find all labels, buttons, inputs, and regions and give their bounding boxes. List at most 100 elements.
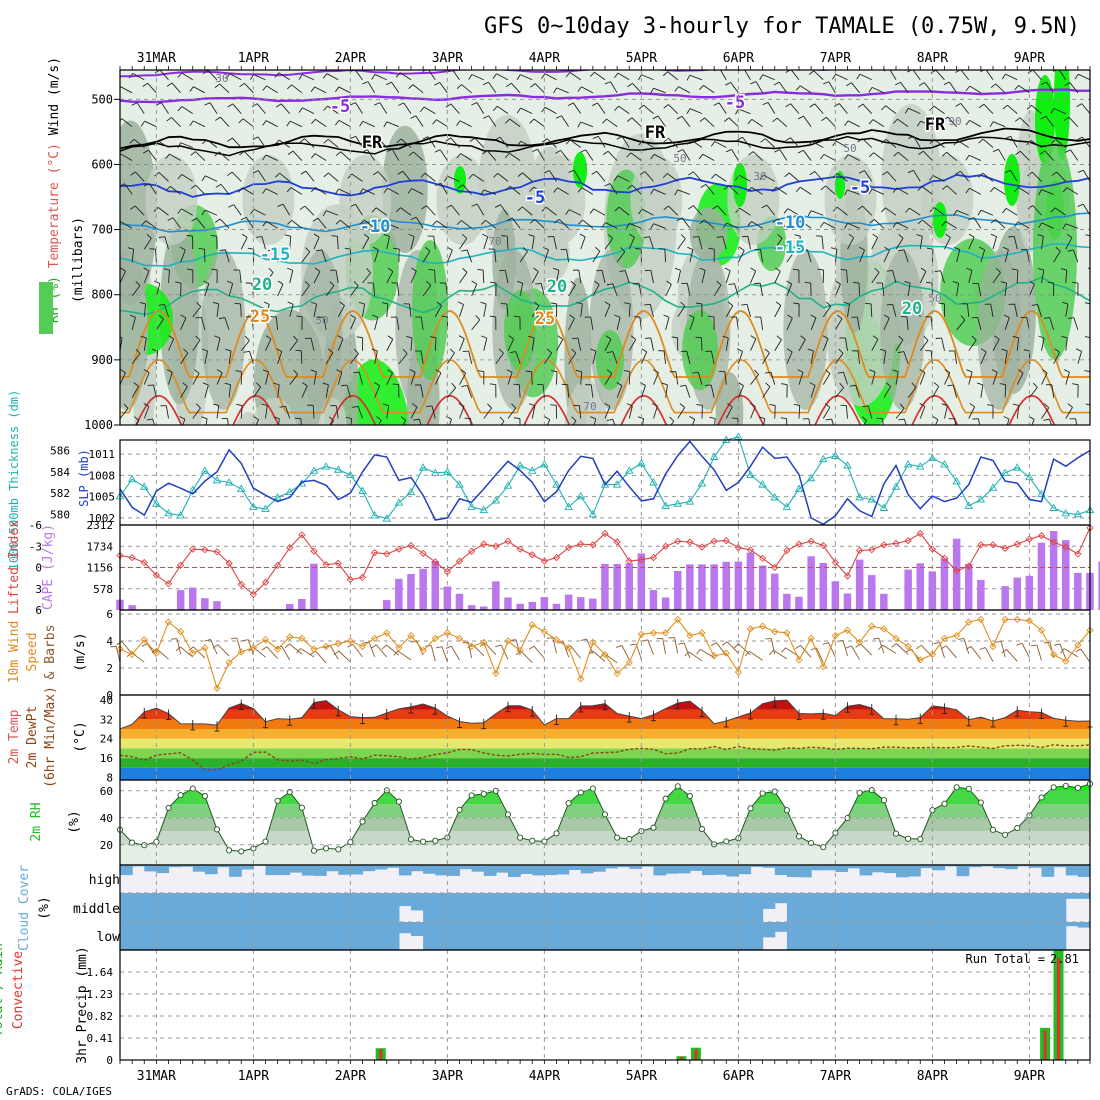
wind-barb (895, 339, 904, 351)
wind-barb (277, 284, 284, 297)
wind-barb-flag (506, 369, 513, 373)
wind-barb (553, 236, 557, 250)
wind-barb-flag (432, 220, 438, 226)
wind-barb-flag (1008, 236, 1015, 238)
wind-barb (616, 385, 623, 398)
wind-barb-flag (699, 117, 705, 123)
lifted-index-marker (965, 562, 973, 570)
wind-barb (452, 70, 460, 81)
wind-barb-flag (557, 335, 564, 340)
wind-barb-flag (532, 148, 538, 153)
wind-barb-flag (688, 205, 694, 210)
thickness-marker (188, 485, 198, 493)
wind-barb (834, 249, 838, 263)
wind-barb (668, 205, 679, 216)
wind-barb-flag (1037, 267, 1044, 271)
wind-barb-flag (372, 171, 379, 176)
wind-barb-flag (279, 405, 286, 408)
wind-speed-marker (455, 634, 464, 642)
cloud-middle-bar (1077, 893, 1091, 899)
wind-barb (275, 316, 279, 330)
wind-barb-flag (1003, 416, 1010, 420)
wind-barb (885, 138, 897, 148)
wind-barb (216, 303, 220, 317)
wind-barb-flag (940, 645, 947, 650)
wind-barb (920, 120, 933, 128)
wind-barb-flag (571, 348, 577, 354)
wind-speed-marker (783, 629, 791, 637)
wind-barb-flag (262, 85, 267, 91)
cloud-low-bar (1029, 922, 1043, 950)
date-label-top: 3APR (432, 51, 463, 66)
wind-barb (838, 103, 848, 114)
temperature-contour-35 (135, 394, 1056, 425)
cloud-high-bar (156, 865, 170, 874)
cloud-low-bar (168, 922, 182, 950)
wind-barb-flag (786, 348, 793, 353)
cape-bar (577, 597, 585, 610)
wind-barb-flag (789, 247, 795, 252)
wind-barb-flag (577, 86, 582, 92)
wind-barb-flag (177, 174, 183, 180)
cloud-low-bar (908, 922, 921, 950)
wind-barb-flag (942, 185, 948, 190)
temperature-label: 25 (535, 309, 555, 329)
wind-barb (1041, 189, 1054, 195)
wind-barb-flag (191, 217, 197, 222)
wind-barb-flag (892, 369, 899, 373)
wind-barb-flag (627, 82, 633, 88)
wind-barb-flag (1011, 268, 1018, 271)
wind-barb-flag (372, 246, 379, 251)
wind-barb-flag (274, 172, 280, 178)
wind-barb-flag (955, 170, 961, 175)
wind-barb-flag (252, 136, 259, 140)
wind-barb-flag (941, 403, 948, 407)
wind-barb (291, 84, 303, 94)
wind-barb (822, 373, 831, 385)
cloud-middle-bar (568, 893, 582, 922)
lifted-index-marker (322, 561, 330, 569)
cloud-low-bar (1041, 922, 1055, 950)
wind-speed-marker (443, 629, 452, 637)
wind-speed-marker (613, 669, 621, 678)
cape-bar (419, 568, 427, 610)
thickness-marker (321, 462, 331, 470)
thickness-marker (770, 492, 780, 501)
wind-barb-flag (506, 82, 512, 87)
cape-bar (407, 574, 415, 610)
axis-title-part: CAPE (J/kg) (41, 524, 56, 610)
wind-barb-flag (202, 139, 207, 145)
wind-barb-flag (458, 403, 465, 407)
wind-barb (386, 339, 394, 351)
wind-barb (912, 70, 921, 81)
wind-barb (336, 236, 339, 250)
wind-barb (750, 270, 757, 284)
wind-barb-flag (663, 104, 669, 109)
wind-barb-flag (807, 141, 813, 147)
wind-barb (956, 283, 959, 297)
cloud-high-bar (920, 865, 933, 869)
wind-barb-flag (146, 418, 153, 421)
rh-label: 30 (753, 170, 766, 183)
wind-barb (483, 338, 488, 351)
wind-barb (762, 352, 770, 365)
wind-barb-flag (644, 303, 651, 306)
temperature-label: FR (925, 115, 946, 135)
wind-barb-flag (1026, 140, 1031, 146)
wind-barb (412, 84, 424, 94)
wind-barb-flag (243, 350, 250, 353)
wind-barb-flag (177, 208, 182, 214)
wind-barb-flag (286, 120, 291, 127)
wind-barb (180, 352, 189, 365)
date-label-bottom: 9APR (1014, 1069, 1045, 1084)
wind-barb (722, 236, 727, 250)
wind-barb-flag (143, 149, 149, 154)
wind-barb-flag (613, 72, 619, 79)
wind-barb-flag (898, 335, 904, 341)
wind-barb (982, 138, 994, 148)
wind-barb (397, 650, 412, 661)
slp-tick-label: 1002 (89, 512, 116, 525)
cloud-middle-bar (265, 893, 279, 922)
rh-contour-area (880, 250, 925, 410)
wind-barb (1065, 337, 1068, 351)
